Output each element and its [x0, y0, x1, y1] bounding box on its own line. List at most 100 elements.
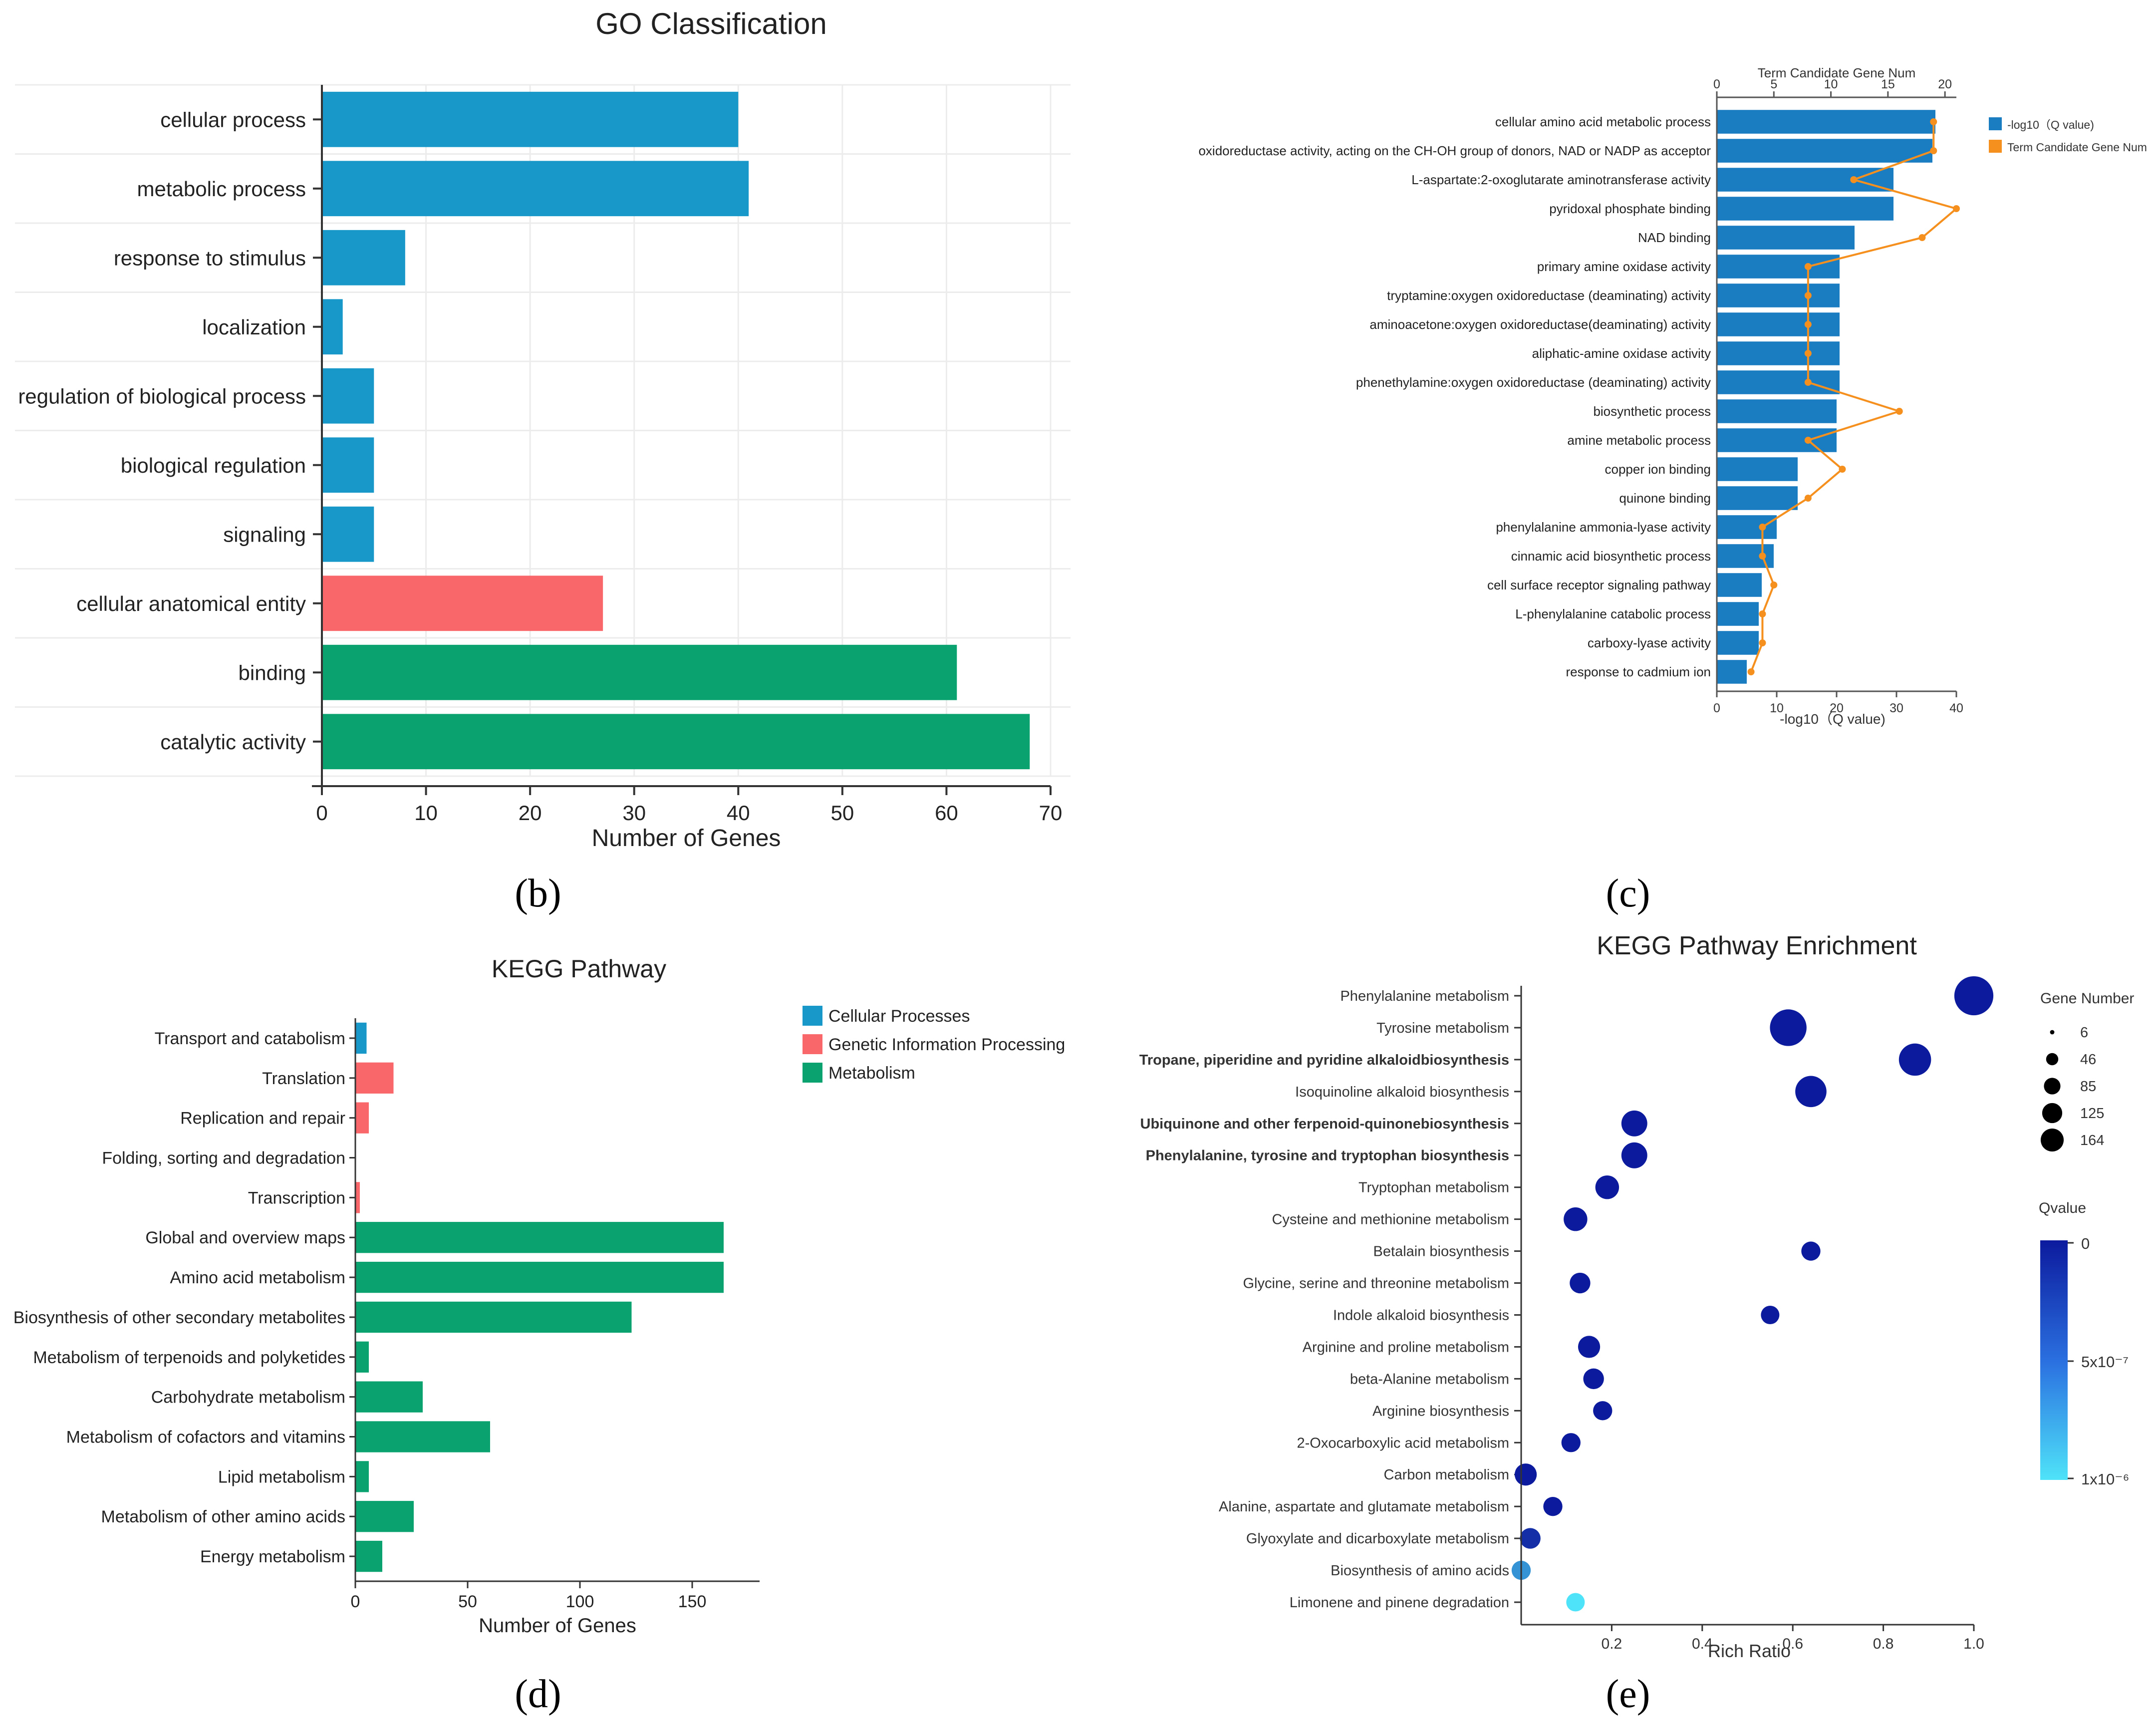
- bar: [355, 1102, 369, 1134]
- data-point: [1595, 1175, 1619, 1199]
- x-tick-label: 0: [351, 1592, 360, 1611]
- y-tick-label: phenylalanine ammonia-lyase activity: [1496, 520, 1711, 535]
- series-point: [1804, 379, 1812, 386]
- y-tick-label: cellular anatomical entity: [76, 592, 306, 615]
- data-point: [1543, 1496, 1563, 1516]
- y-tick-label: Replication and repair: [180, 1109, 345, 1128]
- y-tick-label: phenethylamine:oxygen oxidoreductase (de…: [1356, 375, 1711, 390]
- bar: [1717, 139, 1932, 163]
- size-legend-label: 6: [2080, 1025, 2088, 1041]
- legend-swatch: [803, 1034, 822, 1054]
- y-tick-label: cellular process: [160, 108, 306, 131]
- y-tick-label: Isoquinoline alkaloid biosynthesis: [1295, 1084, 1509, 1100]
- size-legend-title: Gene Number: [2040, 990, 2134, 1007]
- data-point: [1583, 1368, 1604, 1390]
- top-axis-tick-label: 10: [1824, 77, 1838, 91]
- size-legend-marker: [2050, 1030, 2055, 1035]
- x-tick-label: 0: [1713, 701, 1720, 715]
- bar: [322, 575, 603, 631]
- data-point: [1564, 1207, 1588, 1231]
- data-point: [1621, 1142, 1647, 1168]
- legend-swatch: [1989, 117, 2002, 130]
- series-point: [1804, 495, 1812, 502]
- x-tick-label: 30: [1889, 701, 1903, 715]
- bar: [355, 1381, 423, 1413]
- legend-swatch: [1989, 140, 2002, 153]
- bar: [322, 368, 374, 424]
- series-point: [1759, 553, 1766, 560]
- x-axis-label: -log10（Q value): [1780, 711, 1886, 727]
- series-point: [1759, 610, 1766, 617]
- panel-label-e: (e): [1606, 1672, 1650, 1716]
- y-tick-label: Translation: [262, 1069, 345, 1088]
- bar: [322, 91, 739, 147]
- x-tick-label: 0.8: [1873, 1636, 1894, 1652]
- bar: [1717, 341, 1840, 365]
- size-legend-marker: [2046, 1053, 2059, 1066]
- series-point: [1759, 524, 1766, 531]
- y-tick-label: Metabolism of other amino acids: [101, 1507, 345, 1526]
- y-tick-label: binding: [239, 661, 306, 684]
- bar: [1717, 486, 1798, 510]
- kegg-pathway-chart: KEGG Pathway Transport and catabolism Tran…: [13, 955, 1066, 1637]
- x-tick-label: 70: [1039, 801, 1063, 825]
- data-point: [1898, 1043, 1931, 1076]
- bar: [1717, 168, 1893, 192]
- y-tick-label: tryptamine:oxygen oxidoreductase (deamin…: [1387, 288, 1711, 303]
- size-legend-label: 164: [2080, 1133, 2104, 1149]
- y-tick-label: signaling: [223, 523, 306, 546]
- y-tick-label: L-phenylalanine catabolic process: [1515, 606, 1711, 621]
- bar: [1717, 370, 1840, 394]
- color-legend-label: 0: [2081, 1235, 2090, 1252]
- bar: [1717, 573, 1762, 597]
- data-point: [1593, 1401, 1613, 1421]
- data-point: [1801, 1241, 1821, 1261]
- chart-title: GO Classification: [595, 7, 826, 40]
- y-tick-label: amine metabolic process: [1567, 433, 1711, 448]
- series-point: [1770, 581, 1778, 588]
- data-point: [1514, 1463, 1537, 1486]
- bar: [322, 230, 405, 286]
- y-tick-label: localization: [202, 315, 306, 339]
- legend-label: -log10（Q value): [2007, 118, 2094, 131]
- bar: [322, 506, 374, 562]
- y-tick-label: Metabolism of cofactors and vitamins: [66, 1428, 345, 1447]
- y-tick-label: Indole alkaloid biosynthesis: [1333, 1307, 1509, 1323]
- y-tick-label: Biosynthesis of other secondary metaboli…: [13, 1308, 345, 1327]
- x-tick-label: 60: [935, 801, 958, 825]
- series-point: [1804, 437, 1812, 444]
- legend-swatch: [803, 1006, 822, 1026]
- y-tick-label: aminoacetone:oxygen oxidoreductase(deami…: [1369, 317, 1711, 332]
- kegg-enrichment-chart: KEGG Pathway Enrichment Phenylalanine met…: [1139, 931, 2135, 1661]
- data-point: [1954, 976, 1994, 1016]
- top-axis-tick-label: 0: [1713, 77, 1720, 91]
- y-tick-label: aliphatic-amine oxidase activity: [1532, 346, 1711, 361]
- y-tick-label: NAD binding: [1638, 230, 1711, 245]
- series-point: [1918, 234, 1926, 241]
- series-point: [1930, 118, 1937, 125]
- x-axis-label: Number of Genes: [592, 825, 781, 852]
- y-tick-label: quinone binding: [1619, 491, 1711, 506]
- series-point: [1804, 292, 1812, 299]
- x-tick-label: 0.4: [1692, 1636, 1713, 1652]
- chart-title: KEGG Pathway: [492, 955, 666, 983]
- legend-label: Term Candidate Gene Num: [2007, 141, 2147, 154]
- y-tick-label: cinnamic acid biosynthetic process: [1511, 549, 1711, 564]
- bar: [322, 299, 343, 355]
- x-tick-label: 0.2: [1602, 1636, 1622, 1652]
- bar: [355, 1501, 414, 1532]
- y-tick-label: Transcription: [248, 1188, 345, 1207]
- bar: [355, 1301, 632, 1333]
- y-tick-label: Limonene and pinene degradation: [1290, 1595, 1509, 1611]
- go-classification-chart: GO Classification cellular process metabol…: [15, 7, 1071, 852]
- series-point: [1804, 321, 1812, 328]
- x-tick-label: 100: [566, 1592, 594, 1611]
- bar: [1717, 631, 1759, 655]
- y-tick-label: 2-Oxocarboxylic acid metabolism: [1297, 1435, 1509, 1451]
- x-tick-label: 150: [678, 1592, 707, 1611]
- series-point: [1747, 668, 1755, 675]
- bar: [322, 644, 957, 700]
- chart-title: KEGG Pathway Enrichment: [1597, 931, 1917, 960]
- y-tick-label: Amino acid metabolism: [170, 1268, 345, 1287]
- series-point: [1850, 176, 1858, 183]
